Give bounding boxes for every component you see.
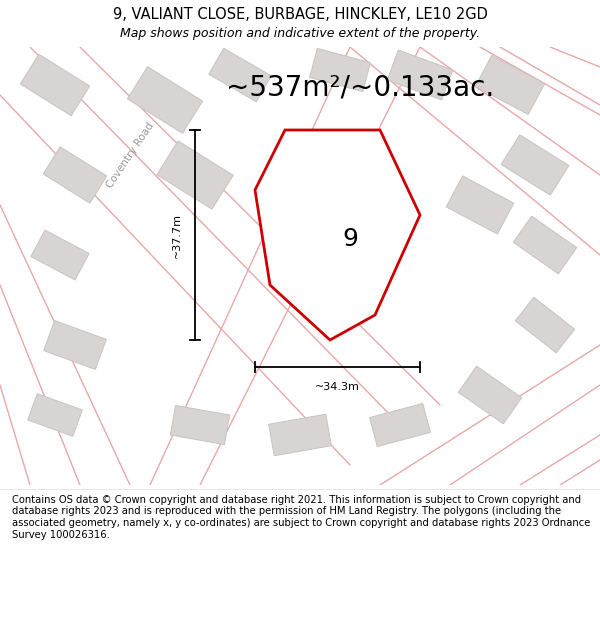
- Polygon shape: [269, 414, 331, 456]
- Polygon shape: [209, 48, 271, 102]
- Text: 9, VALIANT CLOSE, BURBAGE, HINCKLEY, LE10 2GD: 9, VALIANT CLOSE, BURBAGE, HINCKLEY, LE1…: [113, 7, 487, 22]
- Text: 9: 9: [343, 228, 359, 251]
- Text: Contains OS data © Crown copyright and database right 2021. This information is : Contains OS data © Crown copyright and d…: [12, 495, 590, 539]
- Polygon shape: [370, 403, 430, 447]
- Polygon shape: [475, 56, 545, 114]
- Text: ~537m²/~0.133ac.: ~537m²/~0.133ac.: [226, 73, 494, 101]
- Polygon shape: [458, 366, 522, 424]
- Polygon shape: [255, 130, 420, 340]
- Polygon shape: [43, 147, 107, 203]
- Polygon shape: [310, 48, 370, 92]
- Polygon shape: [387, 50, 453, 100]
- Polygon shape: [20, 54, 90, 116]
- Text: Coventry Road: Coventry Road: [104, 121, 155, 189]
- Polygon shape: [170, 406, 230, 444]
- Polygon shape: [44, 321, 106, 369]
- Polygon shape: [31, 230, 89, 280]
- Polygon shape: [513, 216, 577, 274]
- Text: Map shows position and indicative extent of the property.: Map shows position and indicative extent…: [120, 27, 480, 40]
- Polygon shape: [515, 297, 575, 353]
- Polygon shape: [127, 67, 203, 133]
- Text: ~37.7m: ~37.7m: [172, 213, 182, 258]
- Polygon shape: [446, 176, 514, 234]
- Text: ~34.3m: ~34.3m: [315, 382, 360, 392]
- Polygon shape: [157, 141, 233, 209]
- Polygon shape: [501, 135, 569, 195]
- Polygon shape: [28, 394, 82, 436]
